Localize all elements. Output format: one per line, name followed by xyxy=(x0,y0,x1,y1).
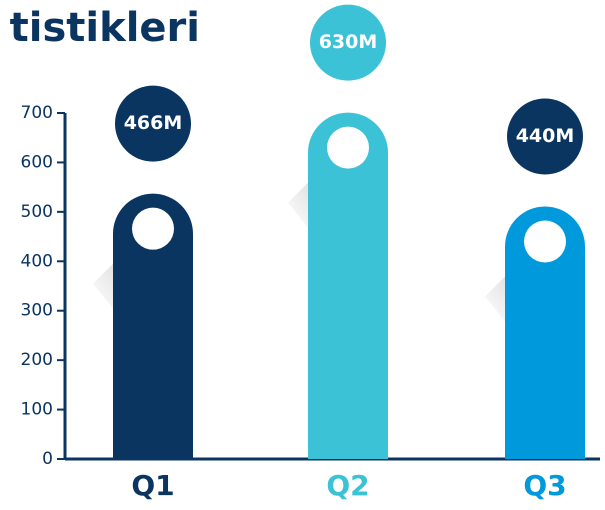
y-tick-label: 0 xyxy=(42,449,53,469)
y-tick-label: 700 xyxy=(21,103,53,123)
bar xyxy=(505,206,585,459)
bar-dot xyxy=(327,126,369,169)
value-label-bubble xyxy=(310,4,386,81)
value-label: 440M xyxy=(516,125,575,147)
bar xyxy=(308,112,388,460)
y-tick-label: 200 xyxy=(21,350,53,370)
value-label: 630M xyxy=(319,31,378,53)
bar-dot xyxy=(524,220,566,263)
x-tick-label: Q1 xyxy=(131,469,174,502)
y-tick-label: 600 xyxy=(21,152,53,172)
chart-title: tistikleri xyxy=(10,5,200,51)
value-label-bubble xyxy=(507,98,583,175)
value-label: 466M xyxy=(124,112,183,134)
y-tick-label: 400 xyxy=(21,251,53,271)
bar xyxy=(113,193,193,460)
bar-dot xyxy=(132,207,174,250)
x-tick-label: Q3 xyxy=(523,469,566,502)
value-label-bubble xyxy=(115,85,191,162)
x-tick-label: Q2 xyxy=(326,469,369,502)
y-tick-label: 300 xyxy=(21,301,53,321)
y-tick-label: 100 xyxy=(21,400,53,420)
y-tick-label: 500 xyxy=(21,202,53,222)
